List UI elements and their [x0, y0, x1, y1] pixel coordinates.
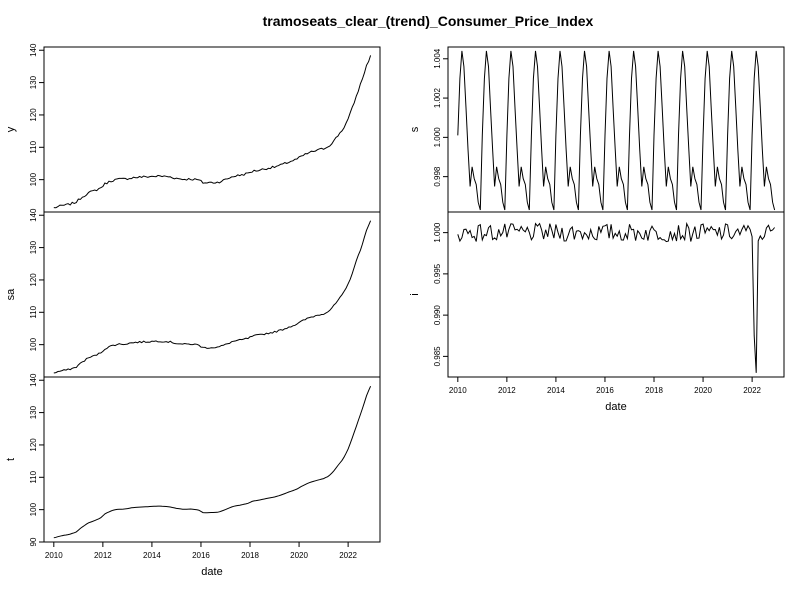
y-tick-label-t: 110 [29, 470, 38, 483]
x-tick-label-t: 2020 [290, 551, 308, 560]
y-axis-label-t: t [5, 458, 17, 461]
y-tick-label-t: 120 [29, 438, 38, 452]
x-tick-label-t: 2016 [192, 551, 210, 560]
y-tick-label-i: 1.000 [433, 222, 442, 243]
y-tick-label-y: 120 [29, 108, 38, 122]
y-axis-label-s: s [409, 126, 421, 132]
y-tick-label-t: 100 [29, 502, 38, 516]
panel-y: 100 110 120 130 140 y [5, 43, 381, 213]
y-tick-label-t: 130 [29, 405, 38, 419]
y-axis-label-i: i [409, 293, 421, 295]
plot-frame-t [43, 376, 381, 543]
x-tick-label-i: 2022 [743, 386, 761, 395]
x-tick-label-i: 2012 [498, 386, 516, 395]
plot-frame-i [447, 211, 785, 378]
x-axis-label-t: date [201, 566, 222, 578]
chart-title: tramoseats_clear_(trend)_Consumer_Price_… [263, 13, 594, 29]
x-tick-label-t: 2010 [45, 551, 63, 560]
x-tick-label-i: 2016 [596, 386, 614, 395]
y-axis-label-y: y [5, 126, 17, 132]
y-tick-label-sa: 140 [29, 208, 38, 222]
series-line-s [457, 50, 776, 211]
y-tick-label-sa: 110 [29, 305, 38, 318]
plot-frame-sa [43, 211, 381, 378]
y-tick-label-i: 0.990 [433, 305, 442, 326]
y-tick-label-s: 1.004 [433, 48, 442, 69]
panel-i: 0.985 0.990 0.995 1.000 i 2010 2012 2014 2016 201… [409, 211, 785, 413]
y-tick-label-y: 140 [29, 43, 38, 57]
panel-sa: 100 110 120 130 140 sa [5, 208, 381, 378]
x-tick-label-i: 2014 [547, 386, 565, 395]
x-tick-label-t: 2022 [339, 551, 357, 560]
plot-frame-y [43, 46, 381, 213]
series-line-y [53, 55, 372, 209]
x-tick-label-t: 2012 [94, 551, 112, 560]
y-tick-label-t: 90 [29, 537, 38, 546]
x-tick-label-i: 2018 [645, 386, 663, 395]
panel-t: 90 100 110 120 130 140 t 2010 2012 2014 2016 2018 20… [5, 373, 381, 578]
y-axis-label-sa: sa [5, 288, 17, 301]
y-tick-label-s: 1.000 [433, 127, 442, 148]
x-tick-label-t: 2018 [241, 551, 259, 560]
panel-s: 0.998 1.000 1.002 1.004 s [409, 46, 785, 213]
y-tick-label-y: 100 [29, 172, 38, 186]
y-tick-label-s: 1.002 [433, 88, 442, 109]
y-tick-label-t: 140 [29, 373, 38, 387]
series-line-t [53, 385, 372, 539]
series-line-sa [53, 220, 372, 374]
y-tick-label-i: 0.985 [433, 346, 442, 367]
x-axis-label-i: date [605, 401, 626, 413]
y-tick-label-sa: 100 [29, 337, 38, 351]
y-tick-label-s: 0.998 [433, 166, 442, 187]
y-tick-label-y: 110 [29, 140, 38, 153]
y-tick-label-sa: 130 [29, 240, 38, 254]
x-tick-label-t: 2014 [143, 551, 161, 560]
x-tick-label-i: 2020 [694, 386, 712, 395]
x-tick-label-i: 2010 [449, 386, 467, 395]
y-tick-label-y: 130 [29, 75, 38, 89]
y-tick-label-i: 0.995 [433, 263, 442, 284]
y-tick-label-sa: 120 [29, 273, 38, 287]
series-line-i [457, 221, 775, 373]
